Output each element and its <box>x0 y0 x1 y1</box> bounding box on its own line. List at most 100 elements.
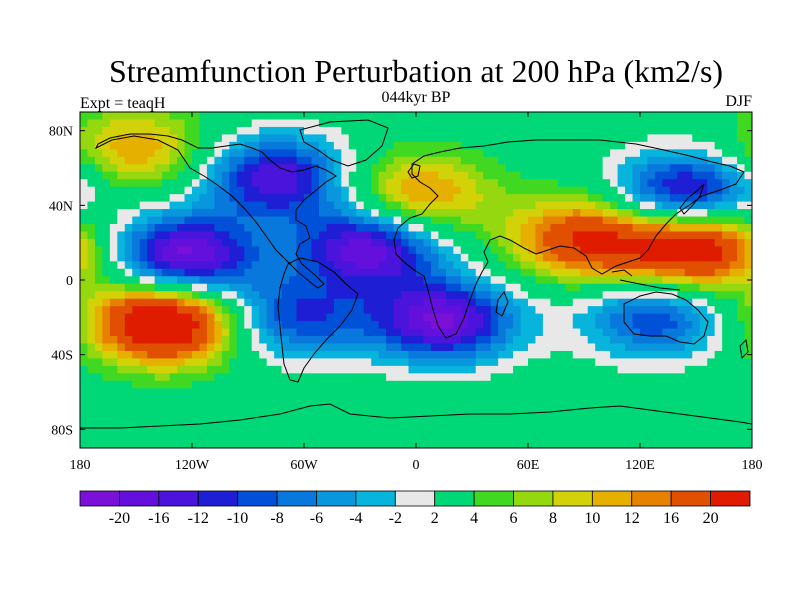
contour-cell <box>289 425 298 434</box>
contour-cell <box>535 306 544 315</box>
contour-cell <box>371 149 380 158</box>
contour-cell <box>378 321 387 330</box>
contour-cell <box>640 321 648 330</box>
contour-cell <box>378 194 387 203</box>
contour-cell <box>184 306 193 315</box>
contour-cell <box>416 350 424 359</box>
contour-cell <box>684 268 693 277</box>
contour-cell <box>669 112 678 120</box>
contour-cell <box>535 380 544 389</box>
contour-cell <box>677 425 686 434</box>
contour-cell <box>192 261 200 270</box>
contour-cell <box>401 201 410 210</box>
contour-cell <box>371 216 380 225</box>
contour-cell <box>214 231 223 240</box>
contour-cell <box>445 201 454 210</box>
contour-cell <box>632 373 641 382</box>
contour-cell <box>580 246 589 255</box>
contour-cell <box>229 209 238 218</box>
contour-cell <box>468 216 477 225</box>
contour-cell <box>729 343 738 352</box>
contour-cell <box>109 186 118 195</box>
contour-cell <box>162 291 171 300</box>
contour-cell <box>236 321 245 330</box>
contour-cell <box>80 440 88 448</box>
contour-cell <box>617 373 626 382</box>
contour-cell <box>274 395 283 404</box>
contour-cell <box>266 336 275 344</box>
contour-cell <box>132 268 141 277</box>
contour-cell <box>318 231 327 240</box>
contour-cell <box>684 171 693 180</box>
contour-cell <box>513 141 522 150</box>
contour-cell <box>311 418 320 427</box>
contour-cell <box>378 156 387 165</box>
contour-cell <box>281 336 290 344</box>
contour-cell <box>617 425 626 434</box>
contour-cell <box>490 134 499 143</box>
contour-cell <box>206 298 215 307</box>
contour-cell <box>94 328 103 337</box>
contour-cell <box>632 171 641 180</box>
contour-cell <box>453 380 462 389</box>
contour-cell <box>550 403 559 412</box>
contour-cell <box>341 253 350 262</box>
contour-cell <box>475 403 484 412</box>
contour-cell <box>139 231 148 240</box>
contour-cell <box>192 246 200 255</box>
colorbar-box <box>434 490 475 507</box>
contour-cell <box>154 358 163 367</box>
contour-cell <box>699 112 708 120</box>
contour-cell <box>722 395 731 404</box>
contour-cell <box>184 246 193 255</box>
contour-cell <box>475 336 484 344</box>
contour-cell <box>326 388 335 397</box>
contour-cell <box>244 403 253 412</box>
contour-cell <box>244 321 253 330</box>
contour-cell <box>550 134 559 143</box>
contour-cell <box>423 328 432 337</box>
contour-cell <box>147 283 156 292</box>
contour-cell <box>124 224 133 232</box>
contour-cell <box>550 298 559 307</box>
contour-cell <box>214 238 223 247</box>
contour-cell <box>498 171 507 180</box>
contour-cell <box>251 306 260 315</box>
contour-cell <box>139 246 148 255</box>
contour-cell <box>132 403 141 412</box>
contour-cell <box>640 350 648 359</box>
contour-cell <box>221 358 230 367</box>
contour-cell <box>154 186 163 195</box>
contour-cell <box>580 306 589 315</box>
contour-cell <box>535 403 544 412</box>
contour-cell <box>632 209 641 218</box>
contour-cell <box>154 313 163 322</box>
contour-cell <box>416 440 424 448</box>
colorbar-box <box>197 490 239 507</box>
contour-cell <box>154 433 163 442</box>
contour-cell <box>490 365 499 374</box>
contour-cell <box>132 246 141 255</box>
contour-cell <box>669 425 678 434</box>
contour-cell <box>311 358 320 367</box>
contour-cell <box>147 306 156 315</box>
contour-cell <box>177 201 186 210</box>
contour-cell <box>684 134 693 143</box>
contour-cell <box>475 433 484 442</box>
contour-cell <box>371 440 380 448</box>
contour-cell <box>304 425 312 434</box>
contour-cell <box>647 201 656 210</box>
contour-cell <box>430 276 439 285</box>
contour-cell <box>744 433 752 442</box>
contour-cell <box>378 380 387 389</box>
contour-cell <box>580 261 589 270</box>
contour-cell <box>587 149 596 158</box>
contour-cell <box>669 380 678 389</box>
contour-cell <box>707 276 716 285</box>
contour-cell <box>177 306 186 315</box>
contour-cell <box>520 291 529 300</box>
contour-cell <box>244 261 253 270</box>
contour-cell <box>707 119 716 128</box>
contour-cell <box>610 425 619 434</box>
contour-cell <box>699 209 708 218</box>
